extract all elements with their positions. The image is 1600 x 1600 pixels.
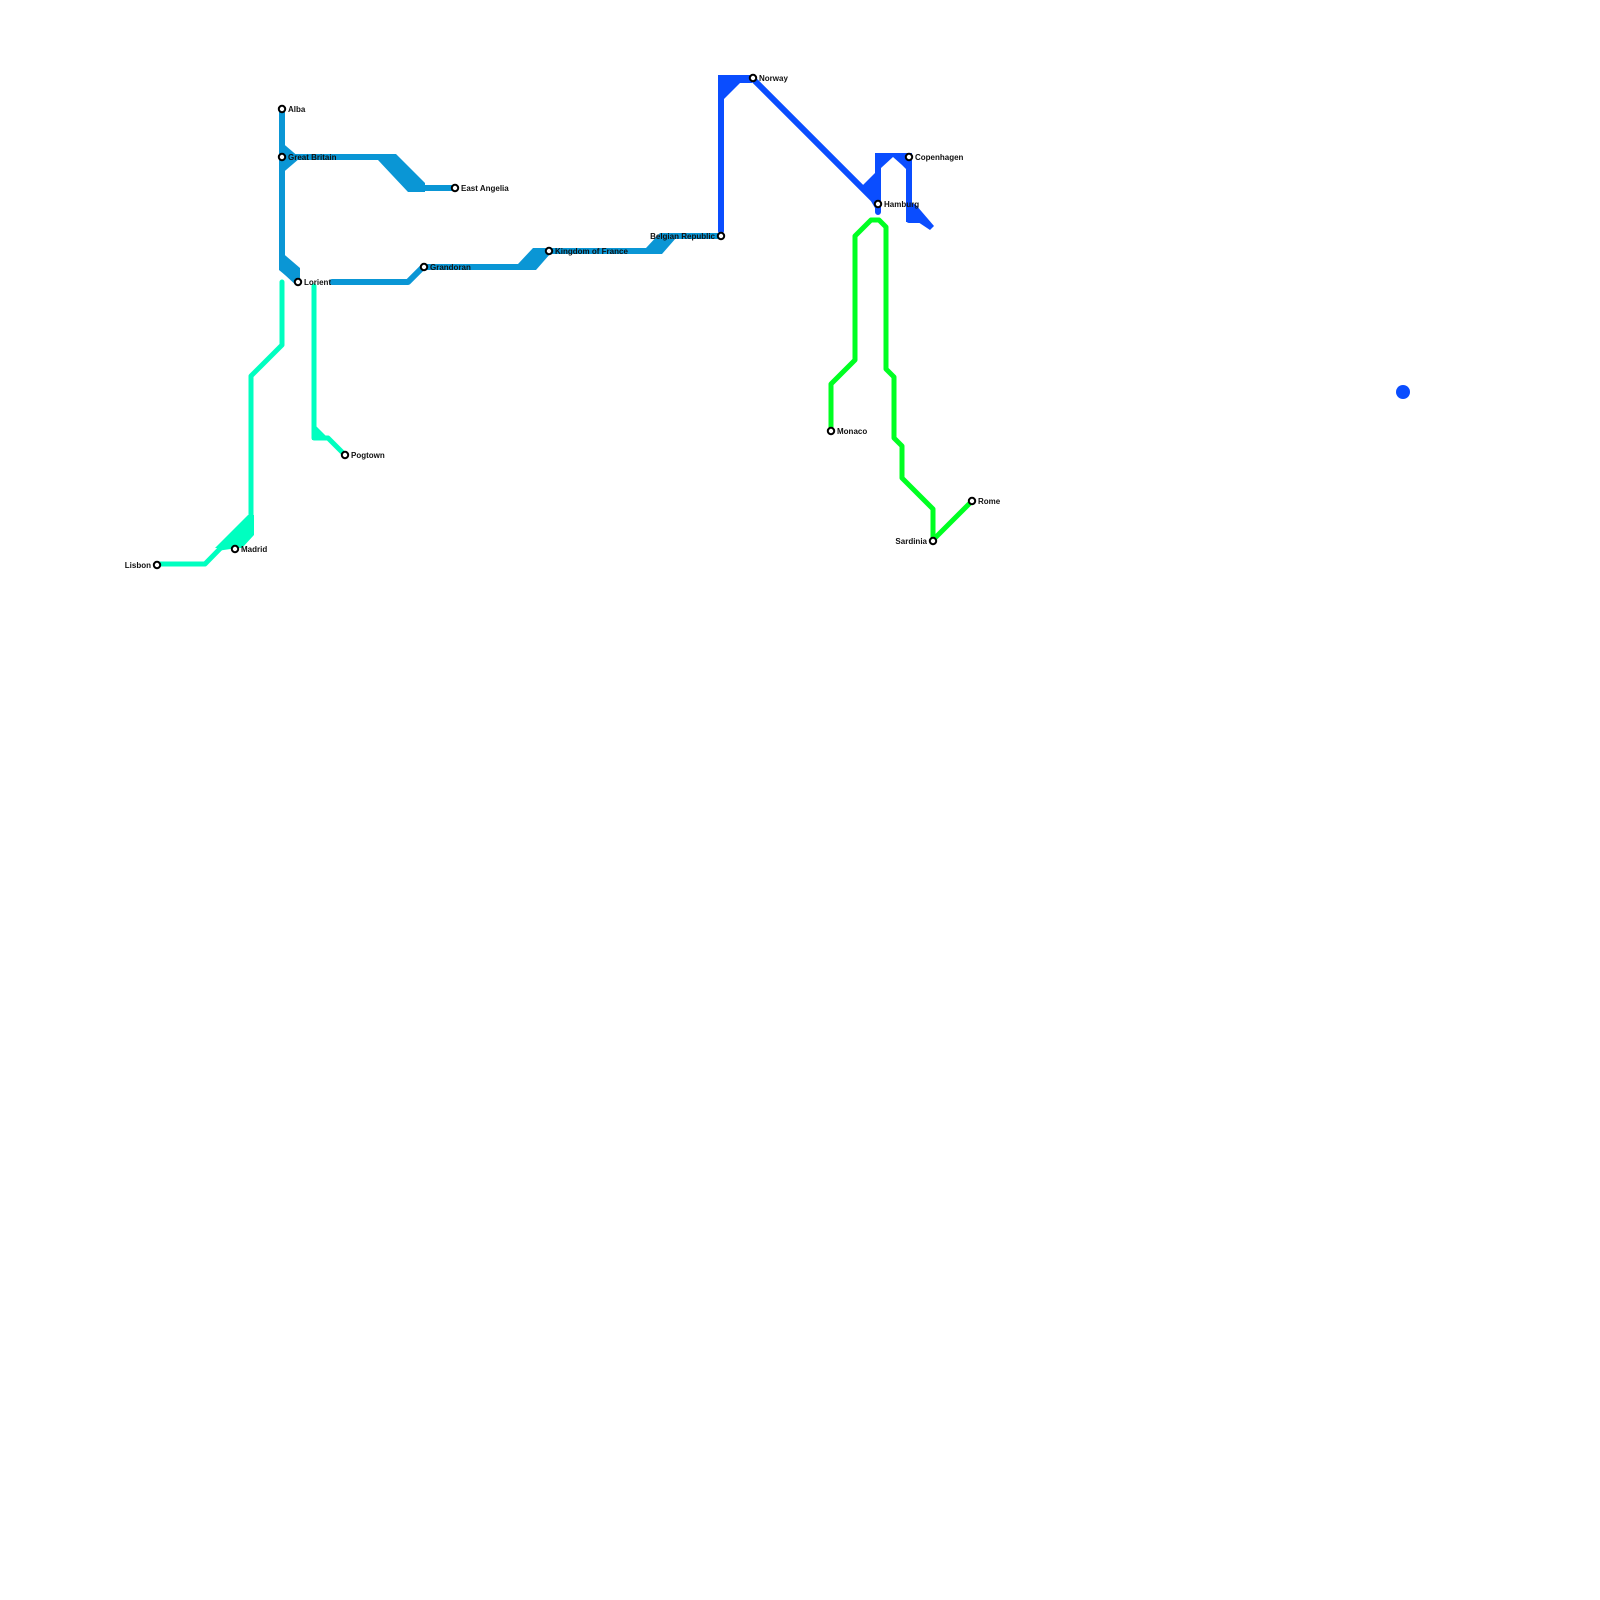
station-label: Lisbon [125,561,151,570]
station-label: Lorient [304,278,331,287]
station-label: Rome [978,497,1001,506]
station-lorient[interactable]: Lorient [293,277,332,287]
station-alba[interactable]: Alba [277,104,306,114]
station-norway[interactable]: Norway [748,73,789,83]
station-grandoran[interactable]: Grandoran [419,262,471,272]
station-lisbon[interactable]: Lisbon [125,560,162,570]
station-kingdom-of-france[interactable]: Kingdom of France [544,246,629,256]
station-label: Belgian Republic [650,232,715,241]
station-rome[interactable]: Rome [967,496,1001,506]
station-label: Norway [759,74,788,83]
south-line[interactable] [828,217,975,543]
station-label: Monaco [837,427,867,436]
station-monaco[interactable]: Monaco [826,426,868,436]
station-great-britain[interactable]: Great Britain [277,152,337,162]
station-copenhagen[interactable]: Copenhagen [904,152,964,162]
station-label: Alba [288,105,306,114]
station-madrid[interactable]: Madrid [230,544,268,554]
station-label: East Angelia [461,184,509,193]
west-line[interactable] [279,106,724,285]
station-east-angelia[interactable]: East Angelia [450,183,509,193]
station-belgian-republic[interactable]: Belgian Republic [650,231,726,241]
station-label: Grandoran [430,263,471,272]
station-pogtown[interactable]: Pogtown [340,450,385,460]
station-label: Pogtown [351,451,385,460]
station-label: Kingdom of France [555,247,628,256]
station-hamburg[interactable]: Hamburg [873,199,919,209]
iberia-line[interactable] [154,279,348,567]
station-label: Madrid [241,545,267,554]
station-label: Great Britain [288,153,337,162]
station-label: Hamburg [884,200,919,209]
station-label: Copenhagen [915,153,964,162]
station-label: Sardinia [895,537,927,546]
station-sardinia[interactable]: Sardinia [895,536,938,546]
isolated-station-dot [1396,385,1410,399]
